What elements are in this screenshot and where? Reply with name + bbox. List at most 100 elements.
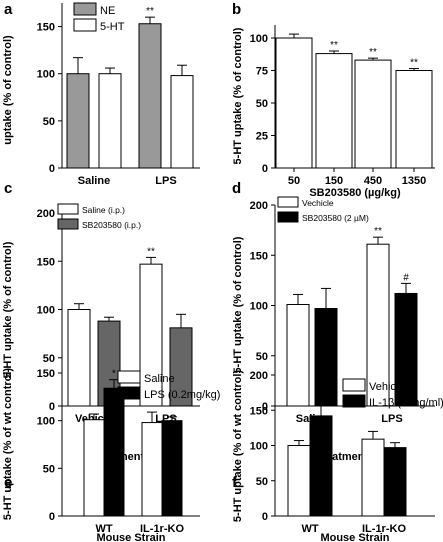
legend-swatch — [277, 196, 299, 208]
y-tick-label: 75 — [256, 66, 268, 78]
x-axis-label: Mouse Strain — [320, 532, 389, 542]
panel-letter: f — [232, 474, 238, 491]
y-tick-label: 100 — [250, 301, 268, 313]
significance-marker: * — [112, 369, 116, 380]
panel-e: e 0 50 100 150 5-HT uptake (% of wt control) *… — [2, 368, 220, 542]
y-tick-label: 150 — [250, 405, 268, 417]
x-tick-label: IL-1r-KO — [140, 523, 184, 535]
significance-marker: ** — [410, 58, 418, 69]
legend-label: LPS (0.2mg/kg) — [144, 389, 220, 401]
y-tick-label: 150 — [37, 368, 55, 380]
bar — [309, 415, 333, 517]
y-tick-label: 100 — [250, 441, 268, 453]
y-axis-label: 5-HT uptake (% of wt control) — [2, 368, 14, 521]
bar — [287, 445, 311, 517]
legend-swatch — [73, 2, 97, 16]
legend-swatch — [117, 370, 141, 384]
bar — [103, 387, 125, 517]
legend-label: Vehicle — [369, 381, 404, 393]
legend-swatch — [73, 18, 97, 32]
legend-swatch — [277, 211, 299, 223]
y-axis-label: 5-HT uptake (% of control) — [232, 27, 244, 164]
legend-label: Vechicle — [302, 198, 334, 208]
y-axis: 0 50 100 150 — [37, 368, 200, 523]
bar — [66, 73, 90, 169]
panel-letter: d — [232, 180, 241, 197]
legend-label: SB203580 (i.p.) — [82, 220, 141, 230]
y-tick-label: 0 — [262, 401, 268, 413]
x-tick-label: 150 — [325, 175, 343, 187]
legend: NE 5-HT — [73, 2, 125, 33]
y-tick-label: 50 — [256, 98, 268, 110]
y-tick-label: 50 — [43, 116, 55, 128]
legend-swatch — [117, 386, 141, 400]
x-axis-label: SB203580 (µg/kg) — [309, 187, 401, 199]
significance-marker: # — [403, 272, 409, 283]
y-axis-label: 5-HT uptake (% of control) — [2, 241, 14, 378]
panel-f: f 0 50 100 150 200 5-HT uptake (% of wt contro… — [232, 370, 443, 542]
panel-letter: e — [4, 474, 12, 491]
x-tick-label: 50 — [288, 175, 300, 187]
y-tick-label: 150 — [37, 256, 55, 268]
bar — [315, 53, 353, 169]
y-tick-label: 50 — [256, 351, 268, 363]
y-axis: 0 25 50 75 100 — [250, 25, 435, 175]
y-tick-label: 0 — [49, 511, 55, 523]
legend-swatch — [57, 218, 79, 230]
bar — [141, 422, 163, 517]
x-tick-label: LPS — [381, 413, 402, 425]
y-tick-label: 50 — [256, 476, 268, 488]
legend-label: Saline — [144, 373, 175, 385]
x-tick-label: IL-1r-KO — [362, 523, 406, 535]
bar — [67, 309, 91, 407]
bar — [161, 420, 183, 517]
legend-swatch — [342, 378, 366, 392]
bar — [275, 37, 313, 169]
bar — [354, 59, 392, 169]
panel-b: b 0 25 50 75 100 5-HT uptake (% of control) 50 *… — [232, 1, 435, 199]
y-tick-label: 100 — [37, 416, 55, 428]
y-tick-label: 100 — [250, 33, 268, 45]
legend: Saline (i.p.) SB203580 (i.p.) — [57, 203, 141, 230]
y-axis: 0 50 100 150 200 — [250, 370, 435, 523]
x-tick-label: 450 — [364, 175, 382, 187]
x-tick-label: WT — [301, 523, 318, 535]
legend-label: SB203580 (2 µM) — [302, 213, 369, 223]
bar — [286, 303, 310, 407]
significance-marker: ** — [147, 246, 155, 257]
panel-letter: a — [4, 1, 13, 18]
y-tick-label: 150 — [250, 250, 268, 262]
x-tick-label: Saline — [78, 175, 110, 187]
y-tick-label: 50 — [43, 353, 55, 365]
bar — [361, 438, 385, 517]
legend-label: 5-HT — [100, 21, 125, 33]
x-tick-label: 1350 — [402, 175, 426, 187]
y-axis-label: 5-HT uptake (% of control) — [232, 236, 244, 373]
y-tick-label: 100 — [37, 305, 55, 317]
bar — [138, 23, 162, 169]
y-tick-label: 200 — [37, 208, 55, 220]
y-tick-label: 50 — [43, 463, 55, 475]
y-axis-label: 5-HT uptake (% of wt control) — [232, 370, 244, 523]
legend: Vechicle SB203580 (2 µM) — [277, 196, 369, 223]
legend-label: IL-1β (10ng/ml) — [369, 397, 443, 409]
legend-swatch — [57, 203, 79, 215]
y-tick-label: 100 — [37, 69, 55, 81]
panel-letter: b — [232, 1, 241, 18]
legend-swatch — [342, 394, 366, 408]
x-tick-label: WT — [95, 523, 112, 535]
bar — [383, 447, 407, 517]
y-tick-label: 200 — [250, 200, 268, 212]
y-tick-label: 0 — [49, 401, 55, 413]
y-tick-label: 200 — [250, 370, 268, 382]
y-tick-label: 0 — [262, 163, 268, 175]
x-tick-label: LPS — [155, 175, 176, 187]
legend: Saline LPS (0.2mg/kg) — [117, 370, 220, 401]
significance-marker: ** — [146, 6, 154, 17]
significance-marker: * — [319, 391, 323, 402]
significance-marker: ** — [374, 226, 382, 237]
y-axis-label: uptake (% of control) — [2, 35, 14, 145]
bar — [83, 419, 105, 517]
bar — [98, 73, 122, 169]
